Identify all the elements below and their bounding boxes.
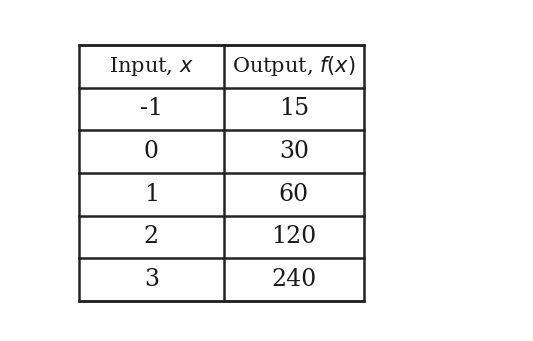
Text: 3: 3	[144, 268, 159, 291]
Text: 1: 1	[144, 183, 159, 206]
Text: 60: 60	[279, 183, 309, 206]
Text: 2: 2	[144, 225, 159, 248]
Bar	[79, 45, 364, 301]
Text: -1: -1	[140, 98, 163, 120]
Text: 30: 30	[279, 140, 309, 163]
Text: Output, $\it{f(x)}$: Output, $\it{f(x)}$	[232, 54, 356, 78]
Text: 15: 15	[279, 98, 309, 120]
Text: 120: 120	[271, 225, 317, 248]
Text: 0: 0	[144, 140, 159, 163]
Text: 240: 240	[271, 268, 317, 291]
Text: Input, $\it{x}$: Input, $\it{x}$	[109, 55, 193, 78]
